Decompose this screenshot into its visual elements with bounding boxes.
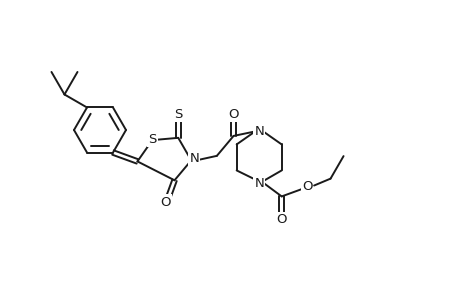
Text: O: O (276, 213, 286, 226)
Text: N: N (189, 152, 199, 165)
Text: O: O (160, 196, 171, 208)
Text: N: N (254, 125, 263, 138)
Text: O: O (301, 180, 312, 193)
Text: S: S (174, 108, 182, 121)
Text: N: N (254, 177, 263, 190)
Text: O: O (228, 108, 238, 121)
Text: S: S (148, 133, 156, 146)
